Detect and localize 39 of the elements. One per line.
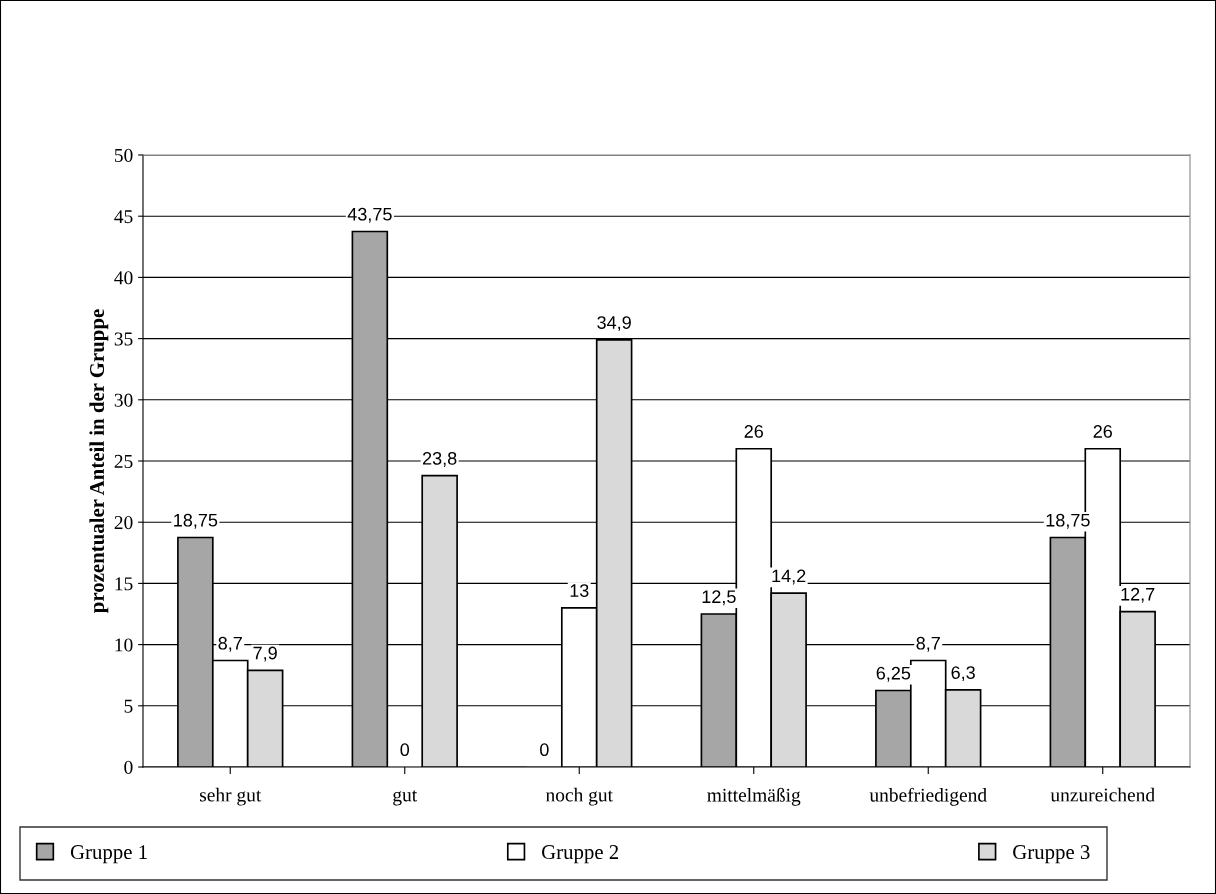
data-label: 8,7: [218, 636, 242, 652]
y-tick-label: 50: [114, 148, 133, 162]
data-label: 14,2: [772, 569, 806, 585]
data-label: 34,9: [597, 316, 631, 332]
legend-label: Gruppe 3: [1013, 845, 1090, 864]
y-tick-label: 45: [114, 210, 133, 224]
data-label: 23,8: [422, 451, 457, 467]
y-tick-label: 35: [114, 332, 133, 346]
y-tick-label: 30: [114, 393, 133, 407]
data-label: 26: [744, 425, 763, 438]
data-label: 18,75: [174, 513, 218, 529]
x-tick-label: noch gut: [545, 787, 613, 806]
data-label: 26: [1093, 425, 1112, 438]
y-tick-label: 40: [114, 271, 133, 285]
x-tick-label: unbefriedigend: [869, 787, 987, 806]
x-tick-label: unzureichend: [1050, 787, 1155, 802]
x-tick-label: mittelmäßig: [707, 787, 801, 806]
y-tick-label: 0: [124, 760, 133, 774]
data-label: 6,3: [951, 666, 975, 682]
y-axis-title: prozentualer Anteil in der Gruppe: [89, 309, 109, 613]
data-label: 12,5: [702, 590, 736, 606]
data-label: 18,75: [1046, 513, 1090, 529]
data-label: 13: [570, 584, 589, 597]
data-label: 8,7: [916, 636, 940, 652]
legend-label: Gruppe 1: [70, 845, 147, 864]
y-tick-label: 25: [114, 454, 133, 468]
y-tick-label: 10: [115, 638, 133, 652]
y-tick-label: 15: [115, 577, 133, 591]
data-label: 0: [400, 743, 410, 757]
legend-label: Gruppe 2: [541, 845, 619, 864]
data-label: 7,9: [253, 646, 277, 662]
y-tick-label: 5: [124, 699, 133, 713]
data-label: 6,25: [876, 666, 911, 682]
x-tick-label: gut: [393, 790, 418, 806]
data-label: 12,7: [1121, 587, 1155, 603]
data-label: 43,75: [347, 207, 392, 223]
x-tick-label: sehr gut: [200, 787, 262, 806]
data-label: 0: [540, 743, 549, 757]
y-tick-label: 20: [114, 516, 133, 530]
